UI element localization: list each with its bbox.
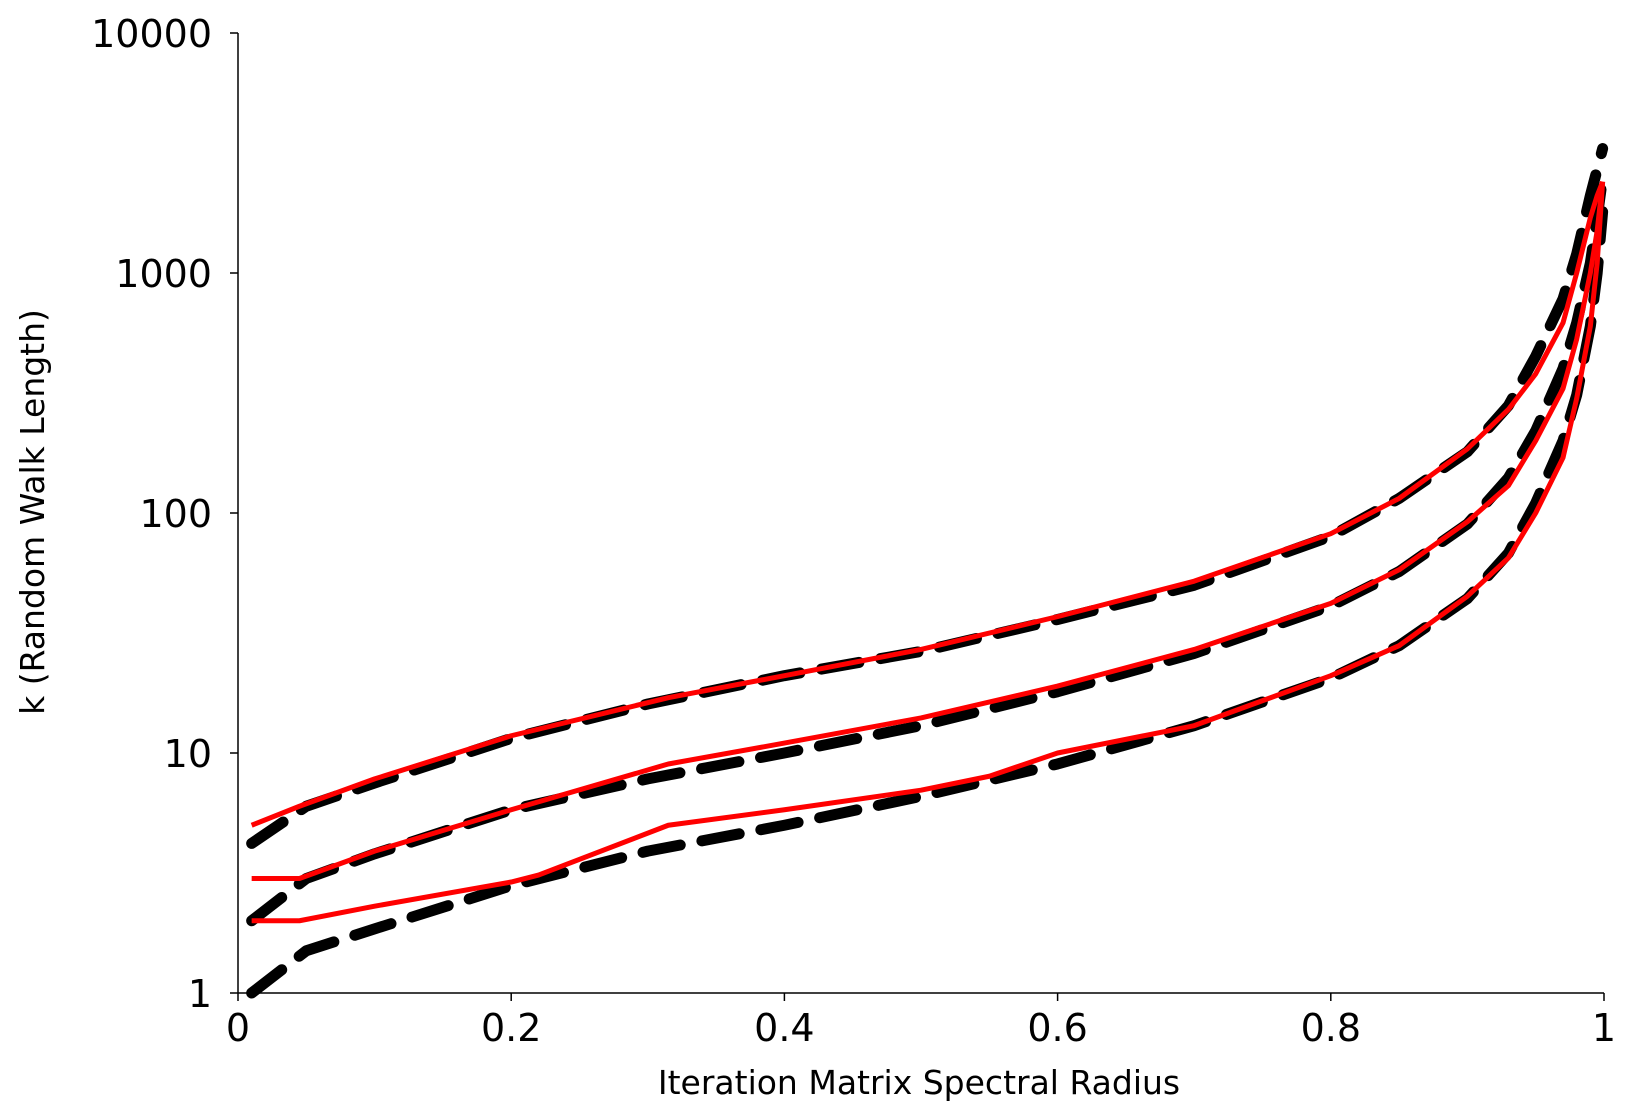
dashed-series-line-1 bbox=[246, 143, 1609, 849]
x-tick-label: 0.4 bbox=[754, 1006, 814, 1050]
axes: 0 0.2 0.4 0.6 0.8 1 1 10 100 1000 10000 bbox=[91, 12, 1616, 1050]
dashed-series-line-3 bbox=[246, 206, 1609, 999]
x-tick-label: 1 bbox=[1592, 1006, 1616, 1050]
x-tick-label: 0 bbox=[226, 1006, 250, 1050]
y-tick-label: 10000 bbox=[91, 12, 212, 56]
dashed-series-line-2 bbox=[246, 171, 1609, 927]
solid-series-line-5 bbox=[251, 181, 1606, 881]
y-axis-title: k (Random Walk Length) bbox=[13, 309, 52, 715]
solid-series-line-4 bbox=[250, 180, 1605, 828]
y-tick-label: 1000 bbox=[115, 252, 212, 296]
y-tick-label: 100 bbox=[139, 492, 212, 536]
solid-series-line-6 bbox=[251, 181, 1606, 924]
y-tick-label: 10 bbox=[164, 732, 212, 776]
x-tick-label: 0.6 bbox=[1027, 1006, 1087, 1050]
x-tick-label: 0.2 bbox=[481, 1006, 541, 1050]
series-layer bbox=[246, 143, 1609, 999]
x-tick-label: 0.8 bbox=[1301, 1006, 1361, 1050]
x-axis-title: Iteration Matrix Spectral Radius bbox=[658, 1063, 1180, 1102]
y-tick-label: 1 bbox=[188, 972, 212, 1016]
